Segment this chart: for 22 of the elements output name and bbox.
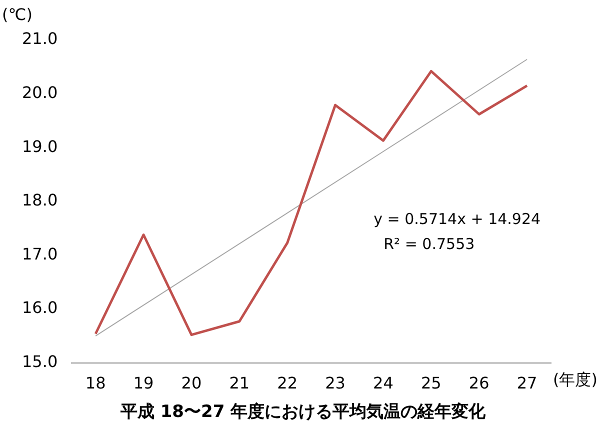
x-tick-label: 21 bbox=[229, 374, 250, 393]
y-tick-label: 19.0 bbox=[22, 136, 58, 156]
x-tick-label: 22 bbox=[277, 374, 298, 393]
annotation: R² = 0.7553 bbox=[384, 234, 475, 253]
x-tick-label: 19 bbox=[133, 374, 154, 393]
y-tick-label: 17.0 bbox=[22, 244, 58, 264]
text: 平成 18〜27 年度における平均気温の経年変化 bbox=[119, 401, 487, 423]
x-tick-label: 24 bbox=[373, 374, 394, 393]
y-tick-label: 15.0 bbox=[22, 352, 58, 371]
x-axis-title: (年度) bbox=[553, 370, 598, 389]
y-tick-label: 20.0 bbox=[22, 82, 58, 102]
x-tick-label: 25 bbox=[420, 374, 442, 393]
x-tick-label: 27 bbox=[516, 374, 538, 393]
y-axis-title: (℃) bbox=[2, 5, 32, 24]
x-tick-label: 26 bbox=[468, 374, 490, 393]
x-tick-label: 20 bbox=[181, 374, 202, 393]
x-tick-label: 18 bbox=[85, 374, 106, 393]
x-tick-label: 23 bbox=[325, 374, 346, 393]
annotation: y = 0.5714x + 14.924 bbox=[374, 210, 541, 228]
y-tick-label: 18.0 bbox=[22, 190, 58, 210]
y-tick-label: 16.0 bbox=[22, 298, 58, 318]
y-tick-label: 21.0 bbox=[22, 29, 58, 48]
